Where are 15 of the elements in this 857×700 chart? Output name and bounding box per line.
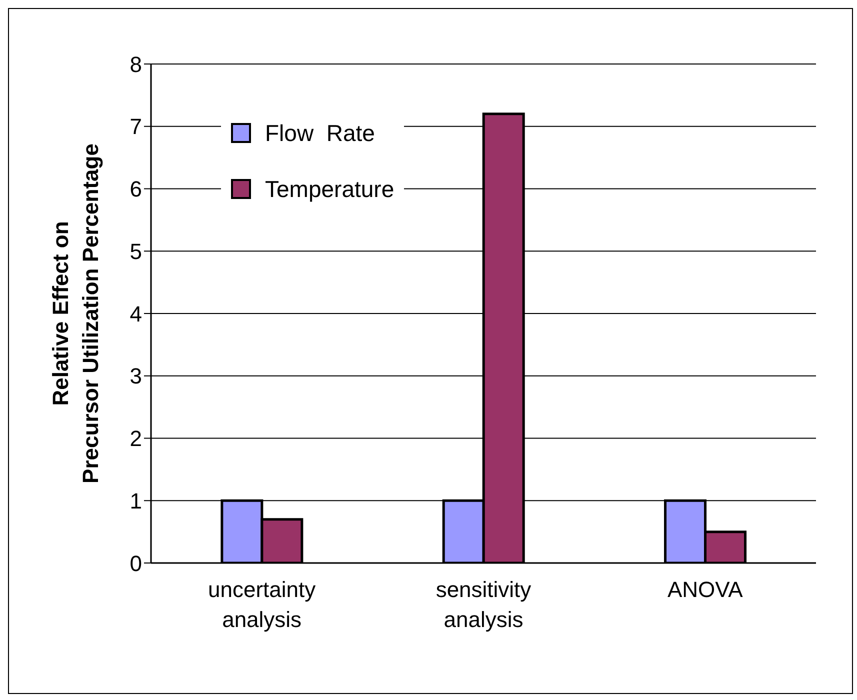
x-tick-label: uncertainty analysis xyxy=(208,577,316,632)
y-tick-label: 4 xyxy=(130,301,142,326)
x-tick-label: ANOVA xyxy=(667,577,744,602)
y-tick-label: 0 xyxy=(130,550,142,576)
y-axis-title: Relative Effect on Precursor Utilization Percentage xyxy=(48,144,103,484)
y-tick-label: 8 xyxy=(130,52,142,77)
legend-label: Flow Rate xyxy=(265,120,375,146)
y-tick-label: 2 xyxy=(130,426,142,452)
legend-label: Temperature xyxy=(265,176,394,202)
y-tick-label: 5 xyxy=(130,238,142,264)
x-tick-label: sensitivity analysis xyxy=(436,577,532,632)
y-tick-label: 1 xyxy=(130,488,142,514)
y-tick-label: 6 xyxy=(130,176,142,202)
y-tick-label: 7 xyxy=(130,114,142,140)
y-tick-label: 3 xyxy=(130,364,142,389)
